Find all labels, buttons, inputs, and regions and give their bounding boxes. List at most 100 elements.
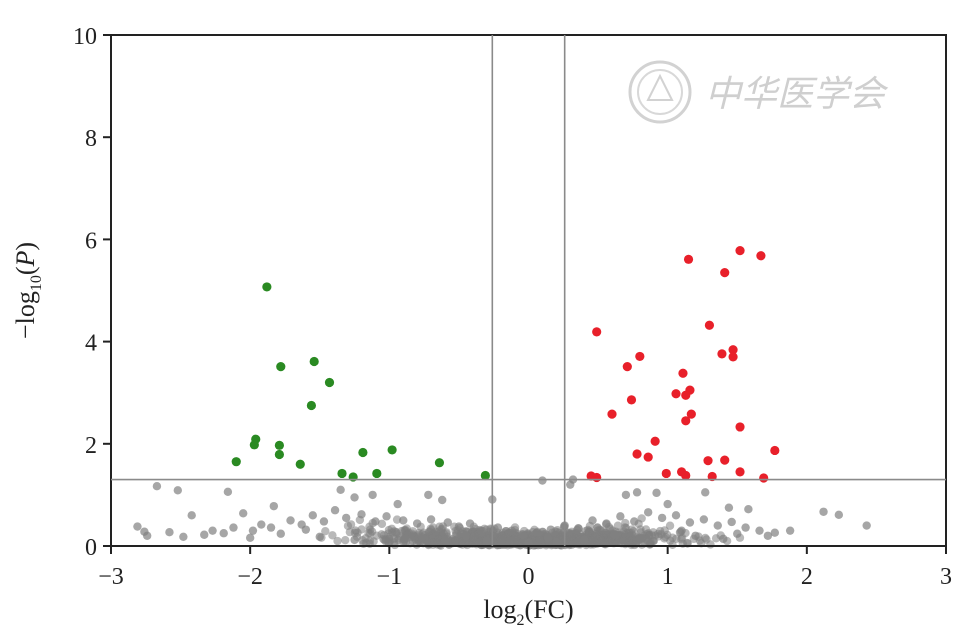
up-point xyxy=(681,390,691,400)
ns-point xyxy=(223,487,233,497)
axes: −3 −2 −1 0 1 2 3 0 2 4 6 8 10 xyxy=(73,24,952,590)
down-point xyxy=(309,356,319,367)
ns-point xyxy=(565,532,575,541)
x-tick-label: −2 xyxy=(237,564,263,590)
ns-point xyxy=(596,526,605,535)
y-tick-label: 8 xyxy=(85,126,97,152)
ns-point xyxy=(377,519,387,529)
up-point xyxy=(607,409,617,419)
ns-point xyxy=(610,530,619,539)
up-point xyxy=(770,445,780,456)
ns-point xyxy=(301,525,311,534)
ns-point xyxy=(239,509,248,518)
y-tick-label: 0 xyxy=(85,535,97,561)
ns-point xyxy=(350,535,359,545)
down-point xyxy=(262,282,272,292)
ns-point xyxy=(208,526,217,535)
ns-point xyxy=(643,508,653,517)
ns-point xyxy=(392,515,402,524)
down-point xyxy=(295,459,305,469)
ns-point xyxy=(552,537,561,547)
ns-point xyxy=(482,536,491,546)
down-point xyxy=(434,458,445,468)
ns-point xyxy=(434,534,443,544)
ns-point xyxy=(412,519,422,528)
ns-point xyxy=(365,536,375,545)
ns-point xyxy=(699,515,709,524)
up-point xyxy=(703,456,713,466)
ns-point xyxy=(426,515,436,524)
ns-point xyxy=(665,521,675,530)
down-point xyxy=(276,362,286,372)
ns-point xyxy=(546,525,555,534)
ns-point xyxy=(319,517,329,526)
up-point xyxy=(592,327,602,337)
ns-point xyxy=(741,523,750,532)
ns-point xyxy=(632,488,642,497)
ns-point xyxy=(621,532,630,541)
x-tick-label: 2 xyxy=(801,564,813,590)
ns-point xyxy=(454,522,464,531)
ns-point xyxy=(461,531,471,540)
ns-point xyxy=(358,536,367,545)
ns-point xyxy=(165,528,174,537)
ns-point xyxy=(399,516,408,525)
watermark-text: 中华医学会 xyxy=(705,74,889,115)
ns-point xyxy=(200,530,209,539)
ns-point xyxy=(407,532,417,542)
ns-point xyxy=(518,530,528,539)
ns-point xyxy=(663,530,672,540)
ns-point xyxy=(763,531,773,540)
ns-point xyxy=(733,529,742,538)
ns-point xyxy=(671,511,681,520)
up-point xyxy=(735,246,745,256)
down-point xyxy=(337,468,347,479)
up-point xyxy=(681,470,691,481)
up-point xyxy=(681,416,691,426)
ns-point xyxy=(219,529,228,538)
x-tick-label: 1 xyxy=(662,564,674,590)
ns-point xyxy=(443,518,452,527)
ns-point xyxy=(588,516,597,525)
ns-point xyxy=(621,490,631,500)
up-point xyxy=(632,449,642,459)
ns-point xyxy=(173,486,182,495)
ns-point xyxy=(487,525,496,534)
ns-point xyxy=(286,516,295,525)
y-tick-label: 6 xyxy=(85,228,97,254)
ns-point xyxy=(333,536,342,546)
down-point xyxy=(306,400,316,411)
down-point xyxy=(324,377,335,388)
ns-point xyxy=(476,526,486,535)
ns-point xyxy=(574,524,583,533)
up-point xyxy=(635,351,645,362)
down-point xyxy=(358,447,368,458)
ns-point xyxy=(719,534,728,544)
ns-point xyxy=(345,527,355,537)
up-point xyxy=(728,352,738,362)
up-point xyxy=(728,345,738,355)
ns-point xyxy=(321,526,330,536)
ns-point xyxy=(727,517,736,527)
x-axis-label: log2(FC) xyxy=(483,595,573,629)
ns-point xyxy=(266,523,276,532)
ns-point xyxy=(819,507,828,516)
ns-point xyxy=(399,537,408,546)
y-axis-label: −log10(P) xyxy=(11,242,45,339)
ns-point xyxy=(367,527,377,536)
down-point xyxy=(480,470,490,481)
ns-point xyxy=(616,512,625,521)
ns-point xyxy=(245,533,255,543)
down-point xyxy=(387,445,397,455)
up-point xyxy=(622,362,632,372)
ns-point xyxy=(538,476,547,485)
x-tick-label: 0 xyxy=(523,564,535,590)
y-tick-label: 4 xyxy=(85,331,97,357)
ns-point xyxy=(701,488,710,497)
ns-point xyxy=(382,512,391,521)
ns-point xyxy=(248,526,258,535)
up-point xyxy=(704,320,715,330)
up-point xyxy=(678,368,688,378)
ns-point xyxy=(371,517,380,526)
